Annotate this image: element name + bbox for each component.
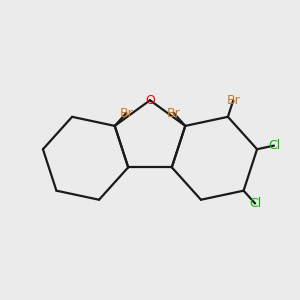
- Text: O: O: [145, 94, 155, 107]
- Text: Br: Br: [167, 106, 181, 119]
- Text: Br: Br: [226, 94, 240, 107]
- Text: Cl: Cl: [249, 197, 261, 210]
- Text: Br: Br: [119, 106, 133, 119]
- Text: Cl: Cl: [268, 139, 280, 152]
